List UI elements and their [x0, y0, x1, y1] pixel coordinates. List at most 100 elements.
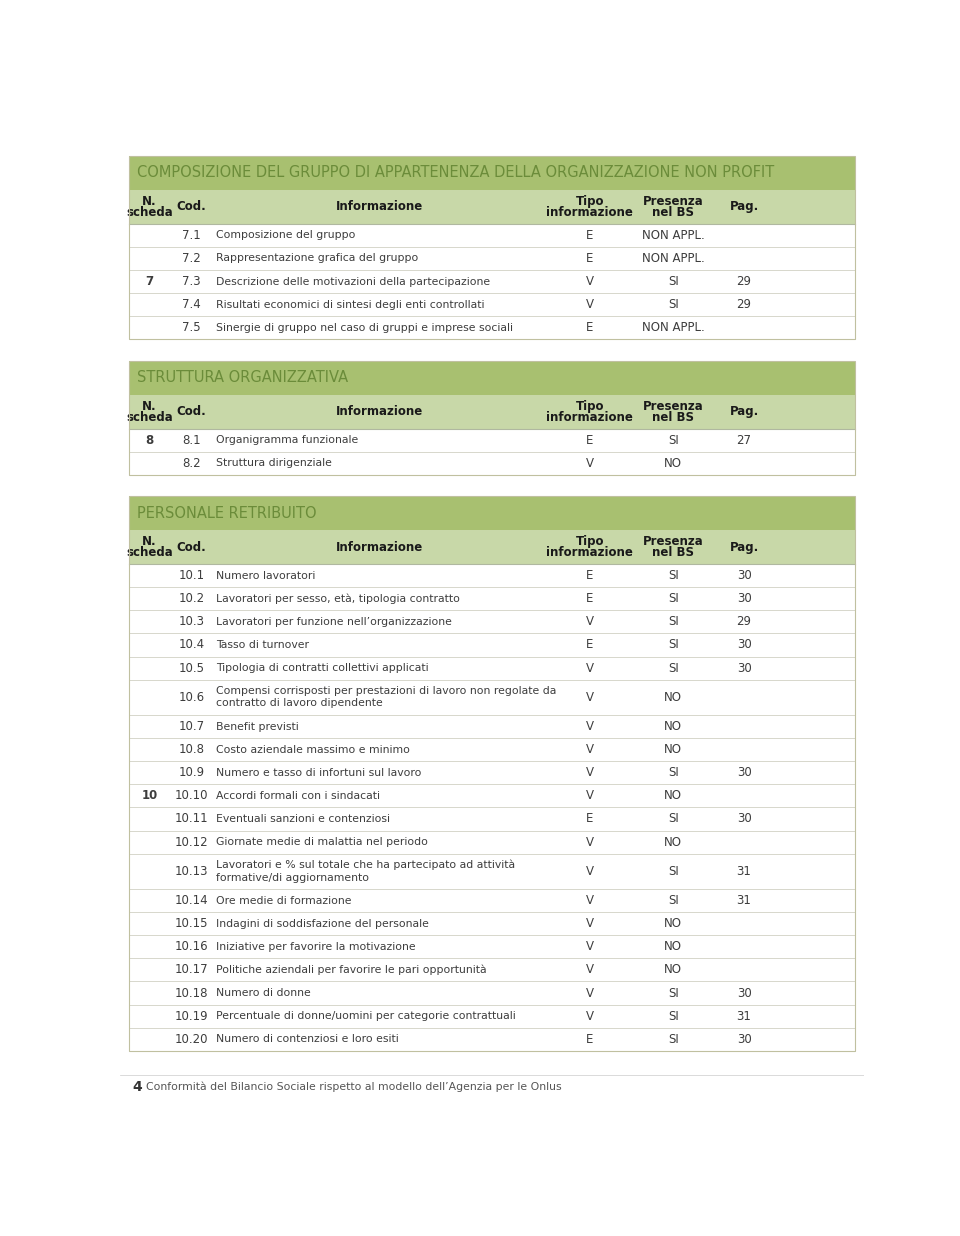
Text: Informazione: Informazione [336, 200, 423, 214]
Text: scheda: scheda [126, 546, 173, 559]
Text: 30: 30 [736, 569, 752, 582]
Text: 30: 30 [736, 592, 752, 606]
Text: nel BS: nel BS [653, 546, 694, 559]
Bar [130, 316, 854, 339]
Text: 7: 7 [146, 276, 154, 288]
Text: NO: NO [664, 917, 683, 931]
Text: SI: SI [668, 865, 679, 878]
Bar [130, 269, 854, 293]
Text: Presenza: Presenza [643, 195, 704, 208]
Text: 10.18: 10.18 [175, 986, 208, 1000]
Text: Struttura dirigenziale: Struttura dirigenziale [216, 459, 332, 468]
Text: Giornate medie di malattia nel periodo: Giornate medie di malattia nel periodo [216, 837, 428, 847]
Text: SI: SI [668, 639, 679, 651]
Text: nel BS: nel BS [653, 205, 694, 219]
Text: E: E [587, 812, 593, 826]
Bar [130, 1005, 854, 1027]
Text: COMPOSIZIONE DEL GRUPPO DI APPARTENENZA DELLA ORGANIZZAZIONE NON PROFIT: COMPOSIZIONE DEL GRUPPO DI APPARTENENZA … [137, 166, 775, 180]
Text: 10.9: 10.9 [179, 766, 204, 779]
Bar [130, 761, 854, 785]
Text: 31: 31 [736, 1010, 752, 1022]
Text: Cod.: Cod. [177, 540, 206, 554]
Text: Rappresentazione grafica del gruppo: Rappresentazione grafica del gruppo [216, 253, 418, 263]
Text: NO: NO [664, 721, 683, 733]
Text: Presenza: Presenza [643, 399, 704, 413]
Text: 8.1: 8.1 [182, 434, 201, 446]
Bar [130, 807, 854, 831]
Text: Tasso di turnover: Tasso di turnover [216, 640, 309, 650]
Text: V: V [586, 691, 594, 703]
Text: Presenza: Presenza [643, 535, 704, 549]
Bar [130, 293, 854, 316]
Text: E: E [587, 569, 593, 582]
Text: NON APPL.: NON APPL. [642, 252, 705, 265]
Text: 10.1: 10.1 [179, 569, 204, 582]
Text: NO: NO [664, 941, 683, 953]
Text: Informazione: Informazione [336, 540, 423, 554]
Text: 30: 30 [736, 1033, 752, 1046]
Text: V: V [586, 1010, 594, 1022]
Text: V: V [586, 276, 594, 288]
Text: 10.10: 10.10 [175, 790, 208, 802]
Text: E: E [587, 434, 593, 446]
Text: SI: SI [668, 276, 679, 288]
Bar [130, 497, 854, 1051]
Text: Informazione: Informazione [336, 405, 423, 418]
Text: N.: N. [142, 399, 156, 413]
Text: V: V [586, 963, 594, 976]
Text: SI: SI [668, 766, 679, 779]
Text: NO: NO [664, 743, 683, 756]
Text: 10.16: 10.16 [175, 941, 208, 953]
Text: SI: SI [668, 616, 679, 628]
Text: informazione: informazione [546, 205, 634, 219]
Text: NON APPL.: NON APPL. [642, 229, 705, 242]
Text: Cod.: Cod. [177, 200, 206, 214]
Text: nel BS: nel BS [653, 410, 694, 424]
Text: Tipo: Tipo [576, 399, 604, 413]
Text: Numero di contenziosi e loro esiti: Numero di contenziosi e loro esiti [216, 1035, 398, 1044]
Text: Ore medie di formazione: Ore medie di formazione [216, 896, 351, 906]
Text: NO: NO [664, 691, 683, 703]
Text: 31: 31 [736, 865, 752, 878]
Text: V: V [586, 743, 594, 756]
Text: contratto di lavoro dipendente: contratto di lavoro dipendente [216, 698, 383, 708]
Text: 7.1: 7.1 [182, 229, 201, 242]
Text: 30: 30 [736, 766, 752, 779]
Bar [130, 656, 854, 680]
Text: NO: NO [664, 963, 683, 976]
Text: Indagini di soddisfazione del personale: Indagini di soddisfazione del personale [216, 918, 429, 928]
Text: Pag.: Pag. [730, 540, 758, 554]
Text: 30: 30 [736, 986, 752, 1000]
Text: Eventuali sanzioni e contenziosi: Eventuali sanzioni e contenziosi [216, 815, 390, 824]
Bar [130, 190, 854, 224]
Text: Tipologia di contratti collettivi applicati: Tipologia di contratti collettivi applic… [216, 662, 428, 674]
Text: SI: SI [668, 592, 679, 606]
Text: Numero di donne: Numero di donne [216, 988, 311, 997]
Text: Benefit previsti: Benefit previsti [216, 722, 299, 732]
Text: 10.6: 10.6 [179, 691, 204, 703]
Bar [130, 936, 854, 958]
Text: Tipo: Tipo [576, 535, 604, 549]
Text: N.: N. [142, 195, 156, 208]
Text: V: V [586, 894, 594, 907]
Text: 10: 10 [141, 790, 157, 802]
Text: scheda: scheda [126, 205, 173, 219]
Text: 10.13: 10.13 [175, 865, 208, 878]
Bar [130, 429, 854, 451]
Text: Risultati economici di sintesi degli enti controllati: Risultati economici di sintesi degli ent… [216, 299, 485, 310]
Text: 29: 29 [736, 616, 752, 628]
Text: 10.17: 10.17 [175, 963, 208, 976]
Text: 4: 4 [132, 1079, 142, 1094]
Text: Cod.: Cod. [177, 405, 206, 418]
Bar [130, 361, 854, 475]
Text: Organigramma funzionale: Organigramma funzionale [216, 435, 358, 445]
Bar [130, 889, 854, 912]
Text: NON APPL.: NON APPL. [642, 321, 705, 334]
Text: SI: SI [668, 812, 679, 826]
Text: 8.2: 8.2 [182, 457, 201, 470]
Text: NO: NO [664, 790, 683, 802]
Bar [130, 680, 854, 716]
Bar [130, 156, 854, 339]
Text: 7.4: 7.4 [182, 298, 201, 311]
Text: Lavoratori per sesso, età, tipologia contratto: Lavoratori per sesso, età, tipologia con… [216, 593, 460, 604]
